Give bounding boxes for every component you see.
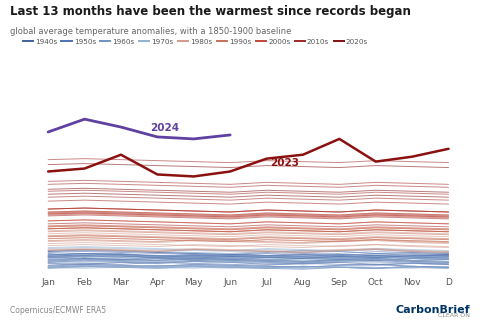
Text: Copernicus/ECMWF ERA5: Copernicus/ECMWF ERA5 bbox=[10, 306, 106, 315]
Text: CLEAR ON: CLEAR ON bbox=[438, 313, 470, 318]
Text: 2023: 2023 bbox=[270, 157, 299, 168]
Text: CarbonBrief: CarbonBrief bbox=[396, 305, 470, 315]
Text: global average temperature anomalies, with a 1850-1900 baseline: global average temperature anomalies, wi… bbox=[10, 27, 291, 36]
Text: Last 13 months have been the warmest since records began: Last 13 months have been the warmest sin… bbox=[10, 5, 410, 18]
Text: 2024: 2024 bbox=[150, 123, 179, 133]
Legend: 1940s, 1950s, 1960s, 1970s, 1980s, 1990s, 2000s, 2010s, 2020s: 1940s, 1950s, 1960s, 1970s, 1980s, 1990s… bbox=[20, 36, 371, 47]
